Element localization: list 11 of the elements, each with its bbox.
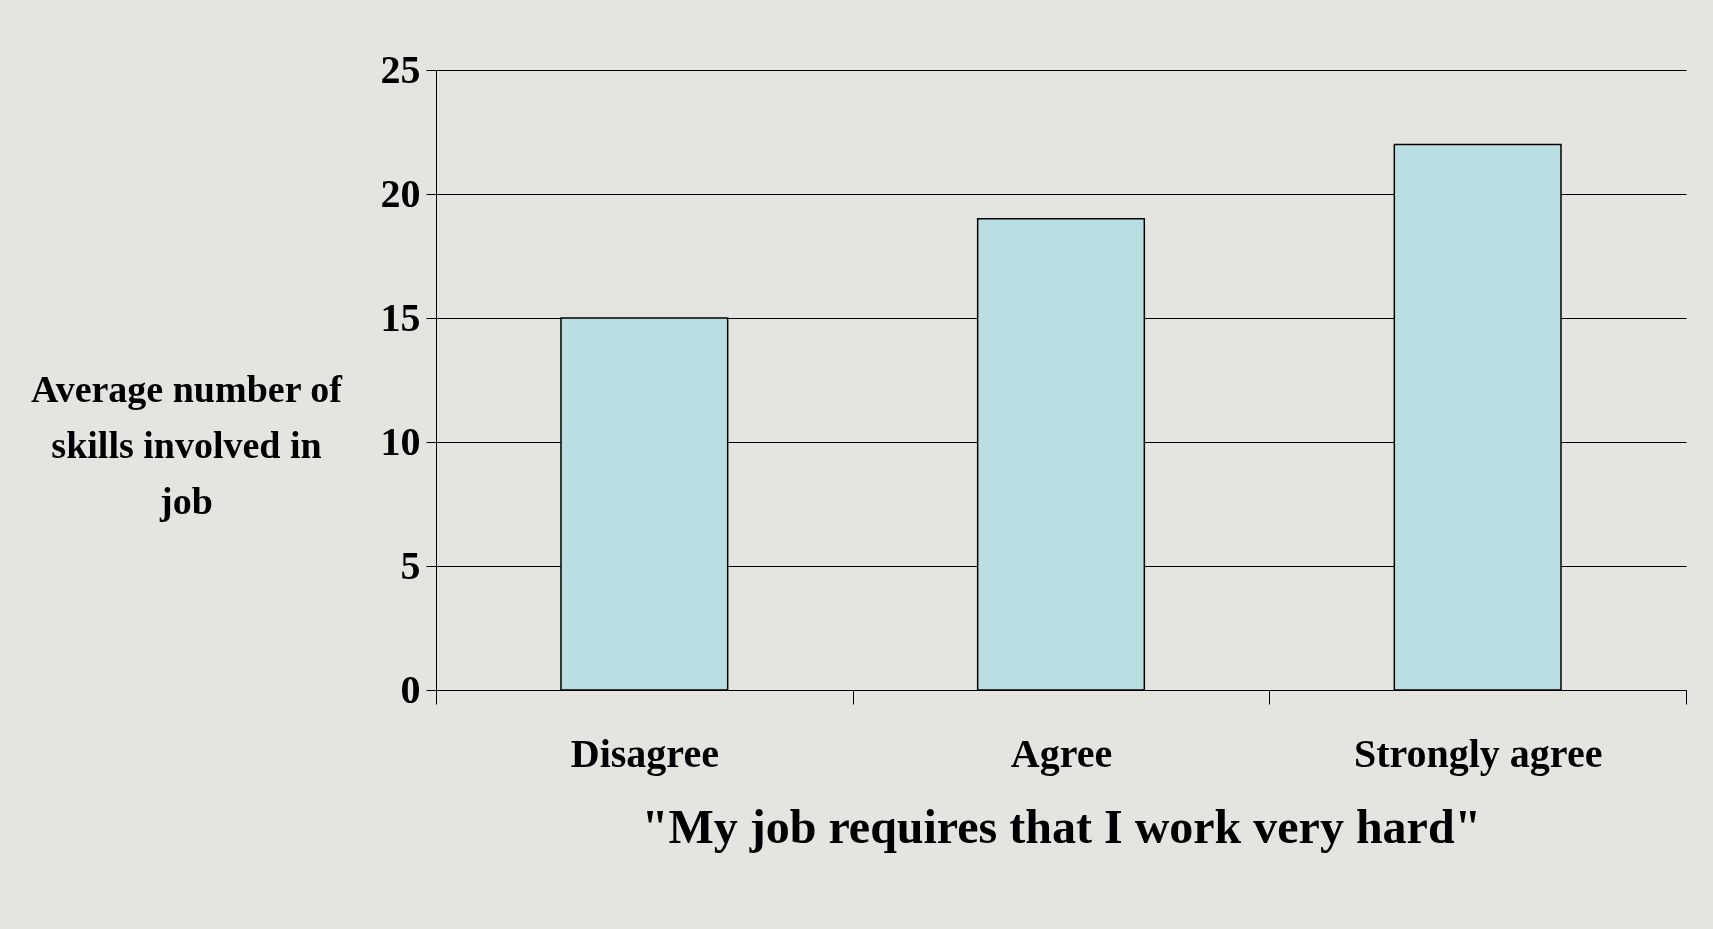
x-axis-title: "My job requires that I work very hard" — [641, 799, 1482, 853]
x-tick-label: Agree — [1010, 730, 1113, 776]
y-tick-label: 0 — [400, 666, 421, 712]
y-tick-label: 25 — [380, 46, 421, 92]
x-tick-label: Strongly agree — [1353, 730, 1603, 776]
y-tick-label: 20 — [380, 170, 421, 216]
y-axis-title: Average number of skills involved in job — [31, 367, 344, 522]
y-tick-label: 15 — [380, 294, 421, 340]
y-tick-label: 5 — [400, 542, 421, 588]
x-tick-label: Disagree — [570, 730, 719, 776]
y-tick-label: 10 — [380, 418, 421, 464]
